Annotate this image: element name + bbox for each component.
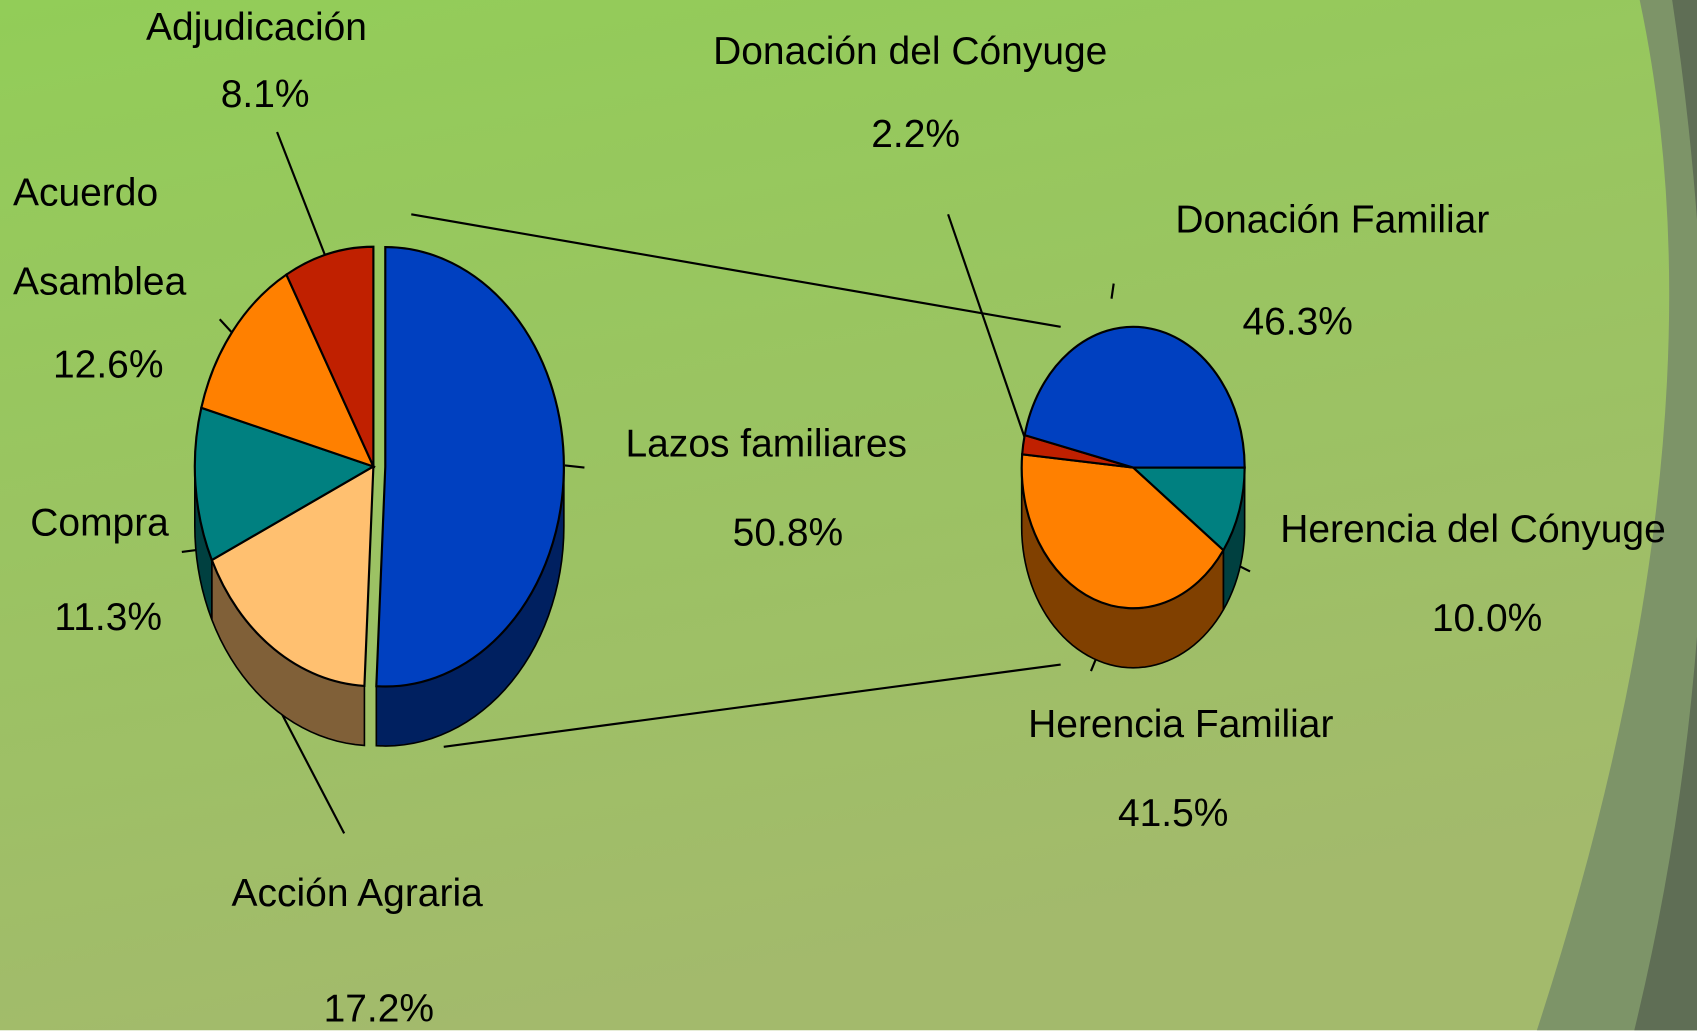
slice-label: Acuerdo Asamblea bbox=[12, 169, 187, 304]
leader-line bbox=[276, 131, 326, 255]
value-label: 17.2% bbox=[323, 985, 435, 1031]
value-label: 11.3% bbox=[54, 594, 163, 639]
leader-line bbox=[278, 708, 346, 834]
slice-label: Herencia del Cónyuge bbox=[1280, 506, 1666, 551]
leader-line bbox=[1110, 283, 1115, 299]
pie-slice bbox=[200, 272, 376, 469]
leader-line bbox=[218, 318, 234, 335]
slice-label: Compra bbox=[30, 500, 169, 545]
value-label: 10.0% bbox=[1431, 595, 1543, 640]
pie-slice bbox=[193, 406, 376, 562]
value-label: 8.1% bbox=[220, 71, 310, 116]
leader-line bbox=[564, 464, 585, 469]
value-label: 46.3% bbox=[1242, 298, 1353, 344]
slice-label: Adjudicación bbox=[146, 4, 367, 49]
pie-slice bbox=[210, 464, 375, 688]
connector-line bbox=[411, 213, 1061, 328]
pie-slice bbox=[1023, 325, 1246, 469]
leader-line bbox=[947, 213, 1028, 442]
slice-label: Donación Familiar bbox=[1175, 196, 1490, 242]
value-label: 41.5% bbox=[1117, 790, 1229, 835]
decor-band bbox=[1536, 0, 1697, 1031]
slice-label: Donación del Cónyuge bbox=[713, 28, 1108, 73]
pie-slice bbox=[285, 245, 375, 467]
value-label: 12.6% bbox=[52, 342, 164, 387]
pie-slice bbox=[375, 245, 565, 688]
slice-label: Acción Agraria bbox=[231, 870, 483, 915]
slice-label: Herencia Familiar bbox=[1028, 701, 1334, 746]
connector-line bbox=[443, 663, 1061, 748]
value-label: 2.2% bbox=[871, 111, 961, 156]
value-label: 50.8% bbox=[732, 509, 844, 555]
pie-slice bbox=[1020, 453, 1225, 610]
pie-tops bbox=[1020, 325, 1246, 610]
pie-tops bbox=[193, 245, 565, 688]
slice-label: Lazos familiares bbox=[625, 421, 908, 466]
pie-slice bbox=[1130, 466, 1246, 552]
decor-band bbox=[1634, 0, 1697, 1031]
